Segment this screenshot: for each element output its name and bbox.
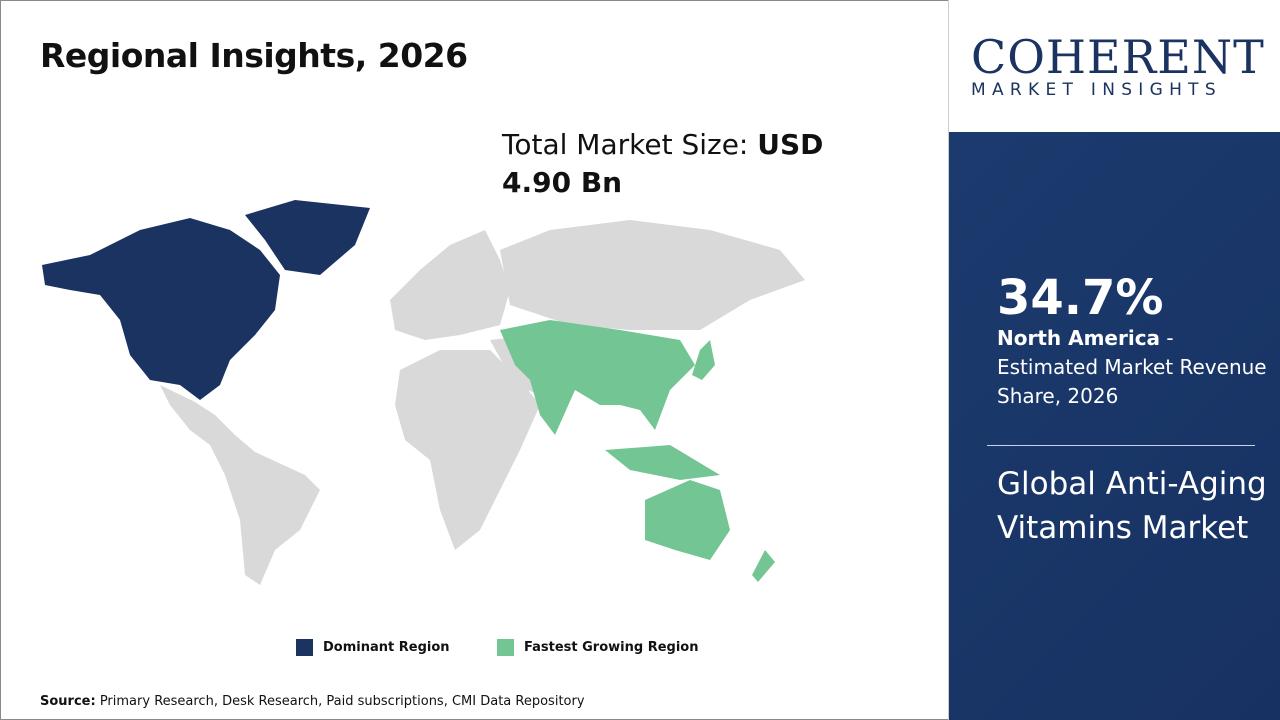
region-japan xyxy=(692,340,715,380)
legend-dominant: Dominant Region xyxy=(296,639,450,656)
source-text: Primary Research, Desk Research, Paid su… xyxy=(95,694,585,709)
source-label: Source: xyxy=(40,694,96,709)
region-australia xyxy=(645,480,730,560)
share-description: - Estimated Market Revenue Share, 2026 xyxy=(997,326,1267,408)
page-title: Regional Insights, 2026 xyxy=(40,36,468,75)
source-note: Source: Primary Research, Desk Research,… xyxy=(40,694,585,709)
logo-main-text: COHERENT xyxy=(971,30,1265,84)
market-share-description: North America - Estimated Market Revenue… xyxy=(997,324,1272,411)
logo-sub-text: MARKET INSIGHTS xyxy=(971,80,1222,100)
region-africa xyxy=(395,350,540,550)
total-market-size: Total Market Size: USD 4.90 Bn xyxy=(502,126,902,202)
world-map xyxy=(42,200,805,585)
market-size-label: Total Market Size: xyxy=(502,128,758,161)
divider xyxy=(987,445,1255,446)
region-asia-pacific xyxy=(500,320,695,435)
legend-label-dominant: Dominant Region xyxy=(323,640,450,655)
market-share-value: 34.7% xyxy=(997,270,1164,326)
region-new-zealand xyxy=(752,550,775,582)
stats-panel: 34.7% North America - Estimated Market R… xyxy=(949,132,1280,720)
region-latin-america xyxy=(160,385,320,585)
region-greenland xyxy=(245,200,370,275)
company-logo: COHERENT MARKET INSIGHTS xyxy=(949,0,1280,132)
region-name: North America xyxy=(997,326,1161,350)
region-north-america xyxy=(42,218,280,400)
legend-fastest: Fastest Growing Region xyxy=(497,639,698,656)
region-europe xyxy=(390,230,510,340)
legend-swatch-fastest xyxy=(497,639,514,656)
market-name: Global Anti-Aging Vitamins Market xyxy=(997,466,1267,546)
summary-sidebar: COHERENT MARKET INSIGHTS 34.7% North Ame… xyxy=(948,0,1280,720)
region-russia xyxy=(500,220,805,330)
regional-insights-section: Regional Insights, 2026 Total Market Siz… xyxy=(40,36,902,709)
legend-label-fastest: Fastest Growing Region xyxy=(524,640,699,655)
region-southeast-asia xyxy=(605,445,720,480)
market-size-value: USD 4.90 Bn xyxy=(502,128,824,199)
legend-swatch-dominant xyxy=(296,639,313,656)
